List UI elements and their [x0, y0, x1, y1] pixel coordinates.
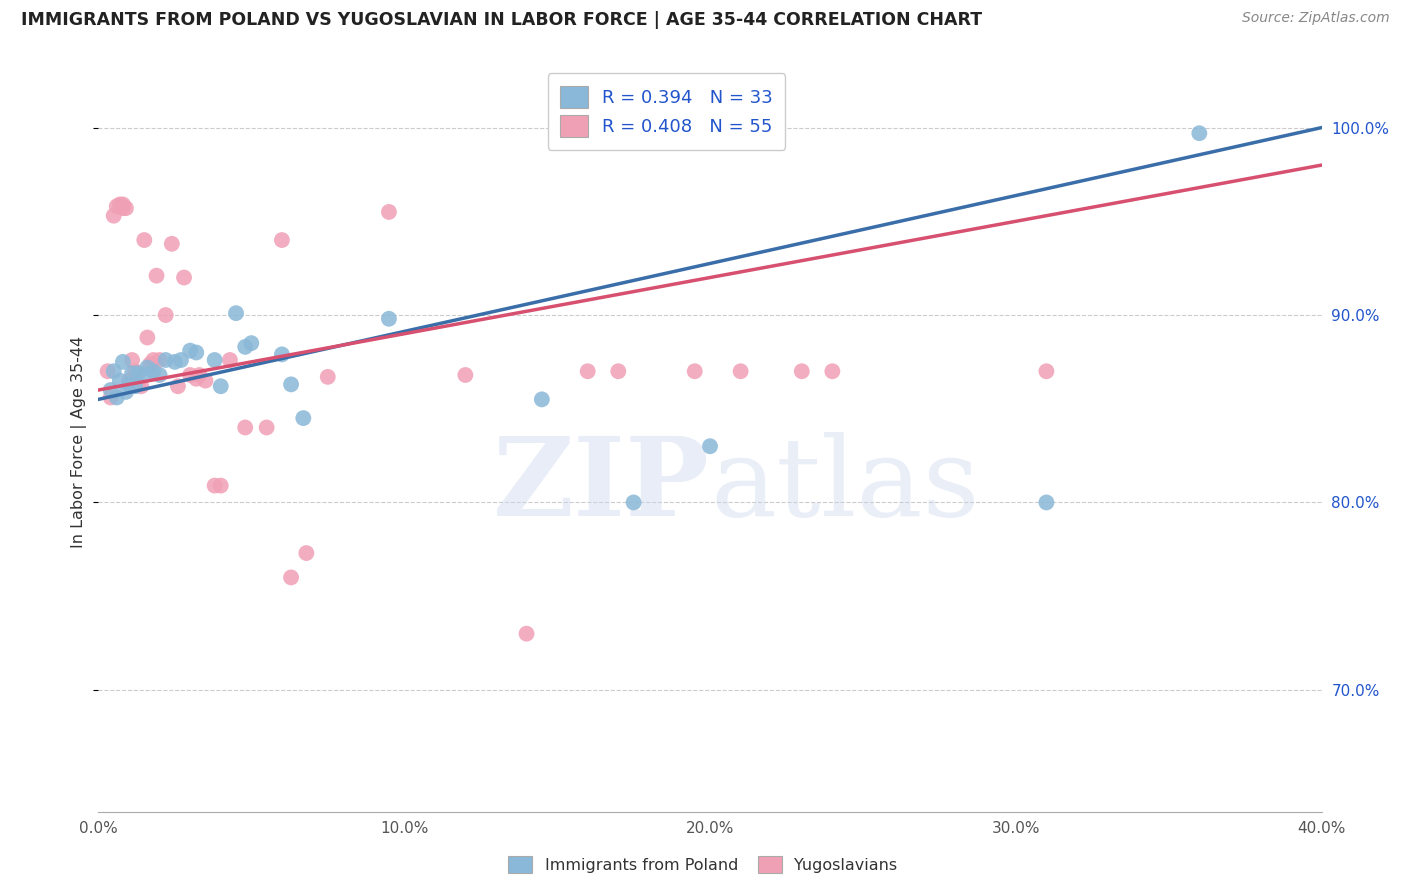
Point [378, 311, 401, 326]
Point [145, 268, 167, 283]
Point [194, 374, 217, 388]
Point [111, 201, 134, 215]
Point [280, 377, 302, 392]
Point [136, 360, 159, 375]
Point [136, 330, 159, 344]
Point [100, 391, 122, 405]
Point [576, 364, 599, 378]
Point [683, 364, 706, 378]
Point [173, 270, 195, 285]
Point [233, 420, 256, 434]
Point [209, 379, 232, 393]
Point [134, 233, 156, 247]
Point [295, 546, 318, 560]
Point [1188, 126, 1211, 140]
Point [118, 377, 141, 392]
Legend: Immigrants from Poland, Yugoslavians: Immigrants from Poland, Yugoslavians [502, 849, 904, 880]
Point [186, 372, 208, 386]
Point [103, 209, 125, 223]
Point [204, 478, 226, 492]
Point [139, 357, 162, 371]
Point [115, 384, 138, 399]
Point [170, 353, 193, 368]
Point [699, 439, 721, 453]
Point [124, 364, 146, 378]
Legend: R = 0.394   N = 33, R = 0.408   N = 55: R = 0.394 N = 33, R = 0.408 N = 55 [548, 73, 786, 150]
Text: ZIP: ZIP [494, 433, 710, 540]
Point [111, 355, 134, 369]
Point [240, 336, 263, 351]
Point [127, 366, 149, 380]
Point [108, 197, 131, 211]
Text: atlas: atlas [710, 433, 980, 540]
Y-axis label: In Labor Force | Age 35-44: In Labor Force | Age 35-44 [70, 335, 87, 548]
Point [530, 392, 553, 407]
Point [790, 364, 813, 378]
Point [155, 353, 177, 368]
Point [163, 355, 186, 369]
Point [108, 374, 131, 388]
Point [111, 197, 134, 211]
Point [188, 368, 211, 382]
Point [316, 370, 339, 384]
Point [186, 345, 208, 359]
Point [256, 420, 278, 434]
Point [103, 364, 125, 378]
Point [167, 379, 190, 393]
Point [623, 495, 645, 509]
Point [730, 364, 752, 378]
Point [100, 383, 122, 397]
Point [127, 377, 149, 392]
Point [121, 353, 143, 368]
Point [280, 570, 302, 584]
Point [118, 374, 141, 388]
Point [179, 368, 201, 382]
Point [142, 353, 165, 368]
Point [149, 368, 172, 382]
Point [270, 233, 292, 247]
Point [134, 368, 156, 382]
Point [225, 306, 247, 320]
Point [292, 411, 315, 425]
Point [155, 308, 177, 322]
Point [209, 478, 232, 492]
Point [149, 353, 172, 368]
Point [607, 364, 630, 378]
Point [142, 364, 165, 378]
Point [270, 347, 292, 361]
Point [219, 353, 242, 368]
Point [105, 391, 128, 405]
Point [124, 379, 146, 393]
Text: IMMIGRANTS FROM POLAND VS YUGOSLAVIAN IN LABOR FORCE | AGE 35-44 CORRELATION CHA: IMMIGRANTS FROM POLAND VS YUGOSLAVIAN IN… [21, 11, 983, 29]
Point [233, 340, 256, 354]
Point [129, 379, 152, 393]
Point [204, 353, 226, 368]
Point [454, 368, 477, 382]
Point [378, 205, 401, 219]
Point [160, 236, 183, 251]
Point [105, 199, 128, 213]
Point [1035, 495, 1057, 509]
Point [97, 364, 120, 378]
Text: Source: ZipAtlas.com: Source: ZipAtlas.com [1241, 11, 1389, 25]
Point [115, 201, 138, 215]
Point [121, 366, 143, 380]
Point [1035, 364, 1057, 378]
Point [821, 364, 844, 378]
Point [516, 626, 538, 640]
Point [179, 343, 201, 358]
